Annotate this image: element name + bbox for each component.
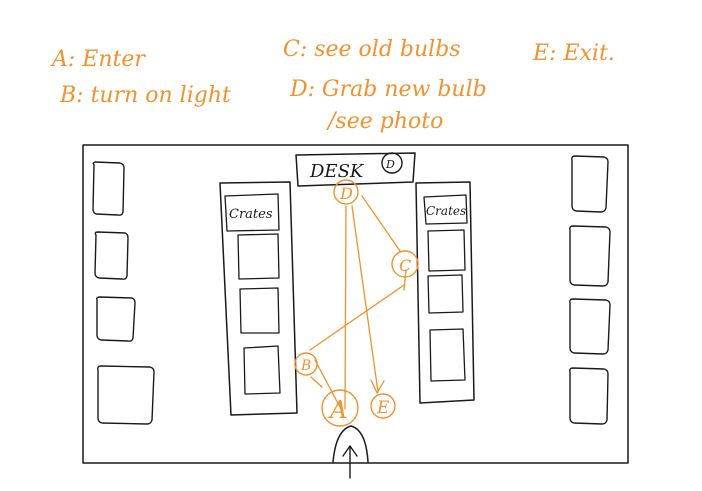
crate-box bbox=[243, 345, 281, 395]
waypoint-circle bbox=[294, 352, 318, 376]
waypoint-circle bbox=[321, 389, 359, 427]
desk: DESK D bbox=[295, 152, 416, 187]
crate-label-box bbox=[224, 193, 280, 232]
crate-label-box bbox=[423, 194, 468, 225]
waypoint-c: C bbox=[391, 250, 419, 278]
shelf-box bbox=[569, 298, 611, 355]
crate-box bbox=[427, 274, 464, 314]
left-crate-column: Crates bbox=[219, 181, 298, 416]
right-crate-column: Crates bbox=[415, 181, 475, 404]
route-d-to-e bbox=[351, 205, 379, 393]
entrance bbox=[332, 425, 369, 479]
route-b-to-c bbox=[309, 284, 405, 351]
waypoint-label: A bbox=[328, 396, 347, 424]
entrance-arc bbox=[332, 425, 369, 463]
legend-item-a: A: Enter bbox=[50, 47, 146, 72]
crate-rack bbox=[415, 181, 475, 404]
shelf-box bbox=[94, 231, 129, 280]
waypoint-b: B bbox=[294, 352, 318, 376]
shelf-box bbox=[97, 365, 155, 425]
shelf-box bbox=[569, 225, 611, 287]
waypoint-e: E bbox=[370, 393, 396, 419]
crate-box bbox=[239, 287, 280, 334]
legend: A: Enter B: turn on light C: see old bul… bbox=[50, 37, 615, 134]
route-c-arrow bbox=[403, 269, 407, 291]
waypoint-d: D bbox=[333, 179, 359, 205]
desk-label: DESK bbox=[309, 161, 365, 182]
crate-rack bbox=[219, 181, 298, 416]
waypoint-a: A bbox=[321, 389, 359, 427]
shelf-box bbox=[92, 161, 125, 216]
waypoints: D C B A E bbox=[294, 179, 419, 427]
crate-label-right: Crates bbox=[426, 204, 466, 218]
legend-item-d-sub: /see photo bbox=[326, 109, 443, 134]
legend-item-d: D: Grab new bulb bbox=[289, 77, 487, 102]
waypoint-circle bbox=[391, 250, 419, 278]
left-wall-shelves bbox=[92, 161, 155, 425]
shelf-box bbox=[96, 296, 136, 342]
route-a-to-d bbox=[344, 205, 347, 410]
desk-marker-circle bbox=[381, 152, 403, 174]
entrance-arrowhead bbox=[342, 445, 358, 457]
legend-item-e: E: Exit. bbox=[532, 41, 615, 66]
room-outline bbox=[82, 144, 629, 464]
crate-box bbox=[427, 229, 466, 272]
crate-box bbox=[429, 328, 466, 382]
waypoint-label: B bbox=[300, 358, 311, 374]
legend-item-b: B: turn on light bbox=[59, 83, 231, 108]
waypoint-label: C bbox=[399, 256, 411, 275]
waypoint-circle bbox=[370, 393, 396, 419]
right-wall-shelves bbox=[569, 155, 611, 425]
waypoint-label: E bbox=[376, 398, 390, 418]
route-a-to-b bbox=[314, 359, 342, 410]
waypoint-circle bbox=[333, 179, 359, 205]
desk-outline bbox=[295, 152, 416, 187]
waypoint-label: D bbox=[339, 184, 353, 203]
desk-marker-label: D bbox=[385, 158, 395, 171]
shelf-box bbox=[571, 155, 609, 213]
route-c-to-d bbox=[361, 195, 401, 252]
crate-box bbox=[237, 233, 280, 280]
route-b-arrow bbox=[310, 376, 323, 388]
crate-label-left: Crates bbox=[229, 207, 273, 222]
shelf-box bbox=[569, 367, 609, 425]
route-lines bbox=[309, 195, 407, 410]
legend-item-c: C: see old bulbs bbox=[283, 37, 461, 62]
route-e-arrowhead bbox=[370, 379, 385, 394]
